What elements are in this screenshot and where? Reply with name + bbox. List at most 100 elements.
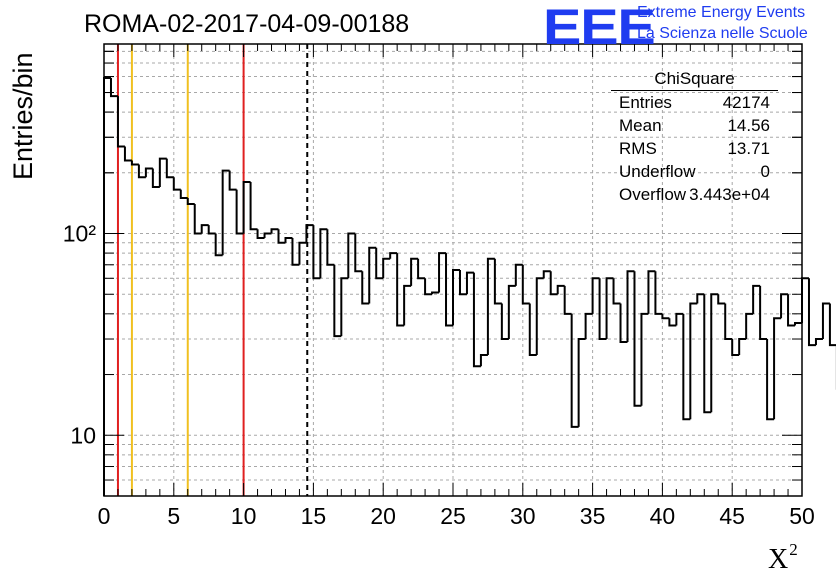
histogram-bin [654,271,663,315]
histogram-bin [472,272,481,368]
x-tick-label: 30 [510,503,536,529]
histogram-bin [584,312,593,340]
histogram-bin [821,302,830,340]
histogram-bin [549,271,558,296]
histogram-bin [256,229,265,240]
x-tick-label: 0 [98,503,111,529]
histogram-bin [207,225,216,235]
histogram-bin [193,204,202,235]
x-tick-label: 10 [231,503,257,529]
histogram-bin [333,264,342,338]
histogram-bin [151,168,160,189]
histogram-bin [640,312,649,406]
histogram-bin [703,294,712,414]
histogram-bin [682,313,691,421]
histogram-bin [696,293,705,304]
x-tick-label: 20 [370,503,396,529]
histogram-bin [465,271,474,295]
histogram-bin [752,284,761,314]
histogram-bin [514,263,523,286]
histogram-bin [445,253,453,327]
histogram-bin [179,189,188,200]
stat-row-overflow: Overflow 3.443e+04 [611,183,778,206]
histogram-bin [277,229,286,244]
histogram-bin [689,302,698,420]
stat-key: Underflow [619,162,696,181]
histogram-bin [144,167,153,178]
histogram-bin [424,278,433,296]
histogram-bin [172,177,181,191]
histogram-bin [563,285,572,315]
x-axis-label: X2 [768,540,798,575]
histogram-bin [410,257,419,286]
histogram-bin [186,198,195,206]
histogram-bin [710,293,719,413]
x-tick-label: 15 [301,503,327,529]
histogram-bin [717,294,726,305]
histogram-bin [486,257,495,355]
eee-logo: EEE [543,0,656,55]
histogram-bin [766,339,775,421]
histogram-bin [500,303,509,341]
histogram-bin [382,257,391,279]
histogram-bin [123,146,132,162]
histogram-bin [284,237,293,243]
histogram-bin [598,278,607,341]
histogram-bin [158,157,167,188]
histogram-bin [375,247,384,280]
histogram-bin [361,271,370,305]
marker-lines-layer [116,44,309,496]
chart-title: ROMA-02-2017-04-09-00188 [84,10,410,38]
histogram-bin [103,77,111,496]
histogram-bin [452,268,460,326]
histogram-bin [354,233,363,273]
histogram-bin [242,181,251,234]
stat-row-mean: Mean 14.56 [611,114,778,137]
x-tick-label: 45 [719,503,745,529]
histogram-bin [403,284,412,326]
x-tick-label: 50 [789,503,815,529]
logo-line-2: La Scienza nelle Scuole [637,25,808,42]
histogram-bin [633,271,642,407]
histogram-bin [221,169,230,256]
stat-key: Entries [619,93,672,112]
histogram-bin [417,258,426,280]
histogram-bin [200,224,209,234]
histogram-bin [270,228,279,234]
histogram-bin [263,232,272,239]
stat-row-underflow: Underflow 0 [611,160,778,183]
y-tick-label: 10 [70,422,96,448]
histogram-bin [291,238,300,266]
x-tick-label: 5 [167,503,180,529]
histogram-bin [507,284,516,340]
x-tick-label: 35 [580,503,606,529]
histogram-bin [249,182,258,231]
histogram-bin [235,189,244,235]
histogram-bin [724,303,733,341]
histogram-bin [787,294,796,327]
stats-box: ChiSquare Entries 42174 Mean 14.56 RMS 1… [611,68,778,206]
histogram-bin [109,78,118,98]
histogram-bin [165,158,174,179]
histogram-bin [801,277,809,324]
histogram-bin [130,160,139,166]
histogram-bin [305,224,314,243]
histogram-bin [340,277,349,337]
histogram-bin [326,229,335,266]
histogram-bin [759,285,768,341]
histogram-bin [116,96,125,148]
histogram-bin [738,338,747,355]
histogram-bin [814,338,823,346]
histogram-bin [675,312,684,326]
histogram-bin [438,252,447,293]
histogram-bin [312,225,321,280]
histogram-bin [745,312,754,340]
histogram-bin [228,170,237,191]
histogram-bin [319,228,328,279]
histogram-bin [731,339,740,356]
histogram-bin [612,278,621,305]
stat-value: 42174 [722,93,770,112]
stat-key: Overflow [619,185,687,204]
stat-row-entries: Entries 42174 [611,91,778,114]
